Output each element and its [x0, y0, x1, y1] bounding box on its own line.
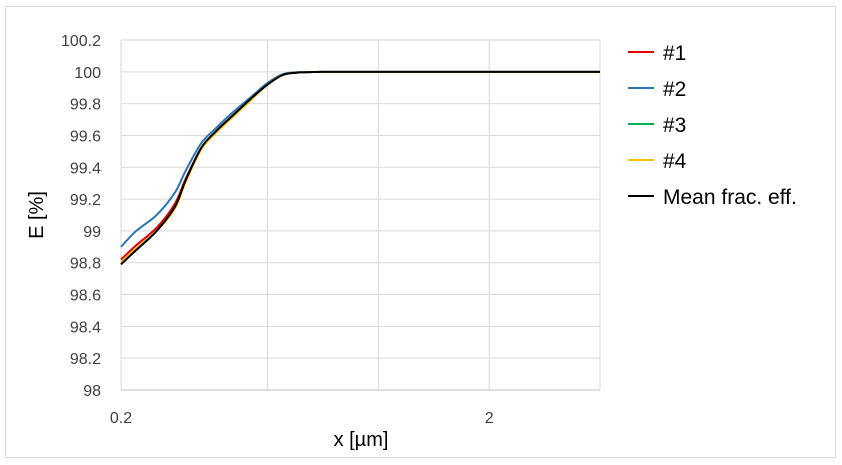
series-line-2 [120, 70, 600, 248]
legend-label: #4 [663, 150, 687, 173]
y-tick-label: 100 [74, 65, 101, 82]
y-tick-label: 99.4 [70, 160, 101, 177]
legend-label: #2 [663, 78, 686, 101]
legend-label: #1 [663, 42, 686, 65]
legend-label: #3 [663, 114, 686, 137]
series-lines [120, 70, 600, 266]
y-tick-label: 99 [83, 224, 101, 241]
y-tick-label: 100.2 [61, 33, 101, 50]
axes: 98 98.2 98.4 98.6 98.8 99 99.2 99.4 99.6 99.8 100 1… [61, 33, 600, 427]
legend-label: Mean frac. eff. [663, 186, 797, 209]
grid [120, 39, 601, 390]
series-line-mean-frac-eff [120, 70, 600, 266]
y-tick-label: 99.2 [70, 192, 101, 209]
y-tick-label: 98.4 [70, 319, 101, 336]
y-tick-label: 98.6 [70, 288, 101, 305]
y-tick-label: 98.8 [70, 256, 101, 273]
y-tick-label: 98.2 [70, 351, 101, 368]
x-tick-label: 2 [485, 410, 494, 427]
y-axis-title: E [%] [26, 191, 48, 239]
y-tick-label: 98 [83, 383, 101, 400]
y-tick-label: 99.6 [70, 128, 101, 145]
x-tick-label: 0.2 [110, 410, 132, 427]
legend: #1 #2 #3 #4 Mean frac. eff. [628, 42, 797, 209]
y-tick-label: 99.8 [70, 97, 101, 114]
x-axis-title: x [µm] [334, 429, 389, 451]
chart-frame [5, 6, 836, 458]
